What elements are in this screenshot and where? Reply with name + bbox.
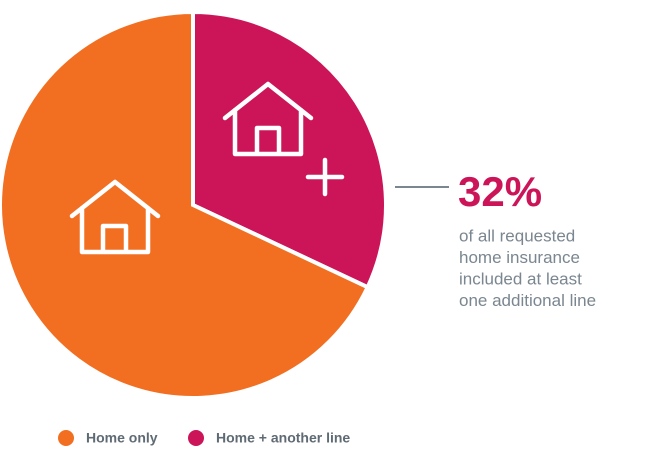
annotation-line: home insurance [459, 248, 580, 267]
annotation: of all requested home insurance included a… [459, 226, 596, 310]
pie-slice [0, 9, 371, 400]
pie [0, 9, 388, 400]
pie-slice [191, 9, 388, 290]
annotation-line: of all requested [459, 226, 575, 245]
legend-swatch [58, 430, 74, 446]
house-icon [222, 81, 314, 157]
legend-label: Home + another line [216, 430, 350, 446]
icons [69, 81, 345, 255]
annotation-line: one additional line [459, 291, 596, 310]
legend-swatch [188, 430, 204, 446]
plus-icon [305, 157, 345, 197]
house-icon [69, 179, 161, 255]
legend-label: Home only [86, 430, 158, 446]
annotation-line: included at least [459, 269, 582, 288]
value-label: 32% [458, 168, 542, 215]
legend: Home only Home + another line [58, 430, 350, 446]
